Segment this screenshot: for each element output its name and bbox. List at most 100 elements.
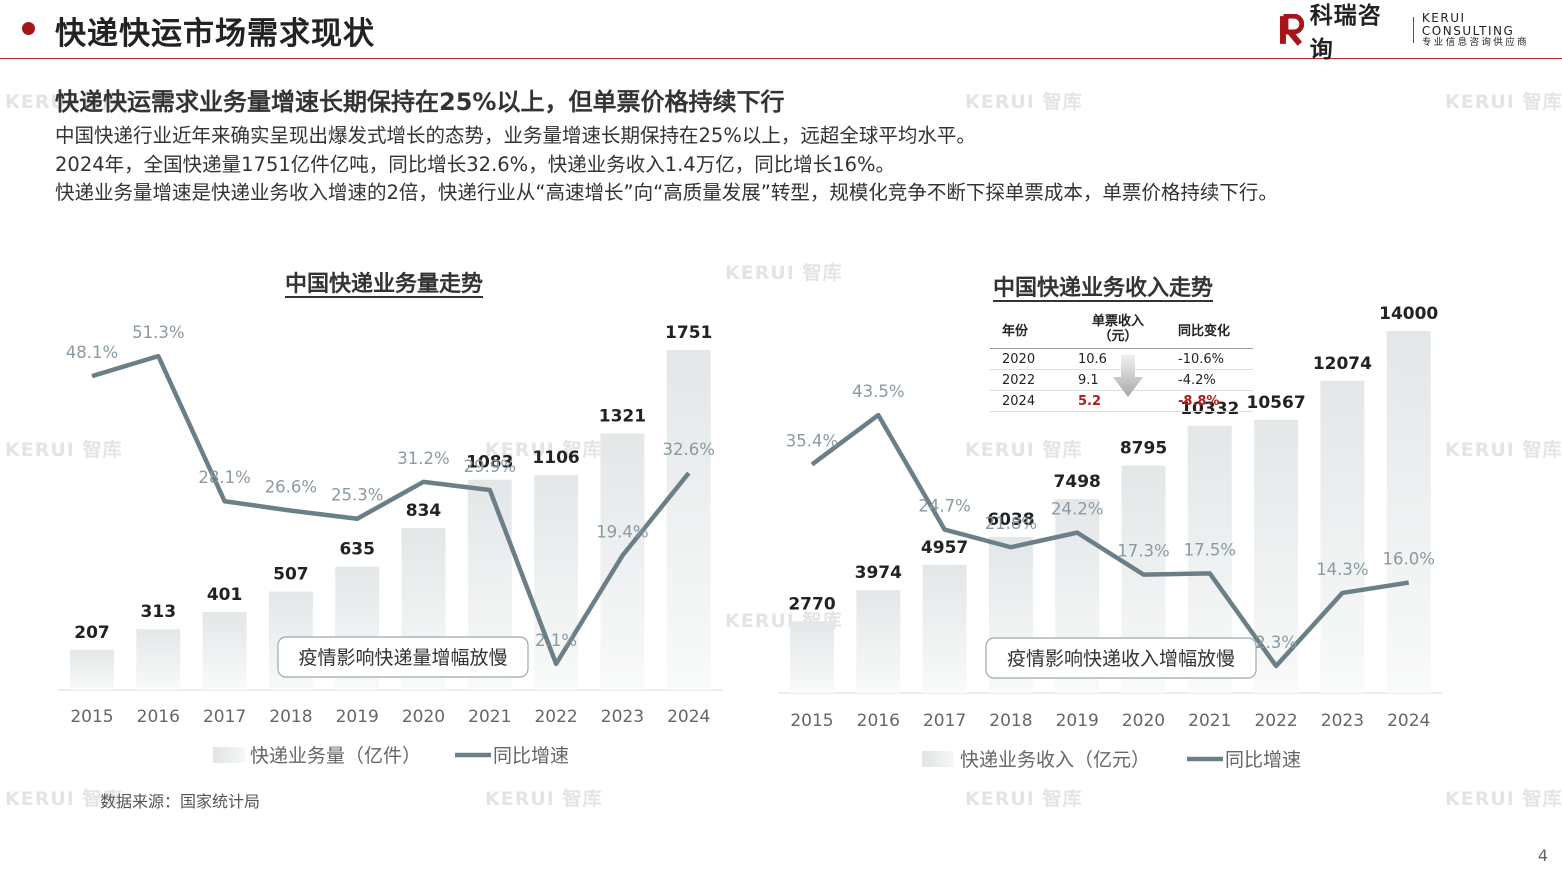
bar-value-label: 7498 xyxy=(1054,472,1101,492)
table-cell: 2020 xyxy=(1002,351,1036,367)
x-tick-label: 2017 xyxy=(203,707,246,727)
x-tick-label: 2022 xyxy=(1254,711,1297,731)
data-source: 数据来源：国家统计局 xyxy=(100,792,261,811)
logo-english: KERUI CONSULTING 专业信息咨询供应商 xyxy=(1422,12,1562,47)
table-cell: -4.2% xyxy=(1178,372,1216,388)
x-tick-label: 2018 xyxy=(989,711,1032,731)
x-tick-label: 2019 xyxy=(336,707,379,727)
bar xyxy=(666,350,711,690)
bar-value-label: 635 xyxy=(339,540,375,560)
x-tick-label: 2023 xyxy=(601,707,644,727)
bar xyxy=(534,475,579,690)
table-header-cell: 单票收入 （元） xyxy=(1091,314,1144,344)
growth-label: 32.6% xyxy=(662,440,714,459)
table-header-cell: 同比变化 xyxy=(1178,323,1231,339)
growth-label: 35.4% xyxy=(786,431,838,450)
bar-value-label: 14000 xyxy=(1379,304,1438,324)
growth-line xyxy=(810,412,1410,669)
growth-label: 31.2% xyxy=(397,449,449,468)
annotation-text: 疫情影响快递收入增幅放慢 xyxy=(1007,648,1235,670)
x-tick-label: 2020 xyxy=(1122,711,1165,731)
bar-value-label: 12074 xyxy=(1313,354,1372,374)
bar xyxy=(136,629,181,690)
bar-value-label: 6038 xyxy=(987,510,1034,530)
legend-line-label: 同比增速 xyxy=(493,745,569,767)
bar-value-label: 507 xyxy=(273,565,309,585)
bar-value-label: 834 xyxy=(406,501,442,521)
bar-value-label: 401 xyxy=(207,585,243,605)
body-line: 快递业务量增速是快递业务收入增速的2倍，快递行业从“高速增长”向“高质量发展”转… xyxy=(55,181,1278,204)
table-cell: -8.8% xyxy=(1178,393,1220,409)
down-arrow-icon xyxy=(1113,355,1143,397)
annotation-text: 疫情影响快递量增幅放慢 xyxy=(298,647,507,669)
legend-bar-swatch xyxy=(213,747,245,763)
x-tick-label: 2016 xyxy=(857,711,900,731)
legend-bar-label: 快递业务收入（亿元） xyxy=(960,749,1150,771)
growth-label: 24.7% xyxy=(918,497,970,516)
growth-label: 28.1% xyxy=(198,468,250,487)
bar-value-label: 1106 xyxy=(532,448,579,468)
x-tick-label: 2015 xyxy=(70,707,113,727)
table-row: 2022 9.1 -4.2% xyxy=(990,370,1253,391)
logo-chinese-name: 科瑞咨询 xyxy=(1309,3,1382,63)
x-tick-label: 2024 xyxy=(667,707,710,727)
bar xyxy=(600,433,645,690)
bar xyxy=(70,649,114,690)
growth-label: 16.0% xyxy=(1382,550,1434,569)
x-tick-label: 2015 xyxy=(790,711,833,731)
page-number: 4 xyxy=(1537,846,1548,865)
growth-label: 19.4% xyxy=(596,523,648,542)
bar-value-label: 313 xyxy=(141,602,177,622)
bar-value-label: 207 xyxy=(74,623,110,643)
growth-label: 17.5% xyxy=(1184,540,1236,559)
bar-value-label: 10567 xyxy=(1247,393,1306,413)
bar xyxy=(202,612,247,690)
title-bullet xyxy=(22,22,35,35)
bar xyxy=(1386,331,1431,693)
x-tick-label: 2016 xyxy=(137,707,180,727)
table-row: 2024 5.2 -8.8% xyxy=(990,391,1253,412)
company-logo: 科瑞咨询 KERUI CONSULTING 专业信息咨询供应商 xyxy=(1278,3,1562,63)
logo-separator xyxy=(1412,17,1414,43)
table-cell: 9.1 xyxy=(1078,372,1099,388)
header-divider xyxy=(0,58,1562,59)
legend-line-label: 同比增速 xyxy=(1225,749,1301,771)
x-tick-label: 2020 xyxy=(402,707,445,727)
chart-title-volume: 中国快递业务量走势 xyxy=(285,266,484,298)
body-line: 中国快递行业近年来确实呈现出爆发式增长的态势，业务量增速长期保持在25%以上，远… xyxy=(55,124,976,147)
section-subtitle: 快递快运需求业务量增速长期保持在25%以上，但单票价格持续下行 xyxy=(55,88,785,116)
body-line: 2024年，全国快递量1751亿件亿吨，同比增长32.6%，快递业务收入1.4万… xyxy=(55,152,896,176)
bar xyxy=(922,564,967,693)
x-tick-label: 2024 xyxy=(1387,711,1430,731)
bar-value-label: 8795 xyxy=(1120,439,1167,459)
growth-label: 24.2% xyxy=(1051,500,1103,519)
x-tick-label: 2018 xyxy=(269,707,312,727)
growth-label: 51.3% xyxy=(132,323,184,342)
bar-value-label: 10332 xyxy=(1180,399,1239,419)
x-tick-label: 2017 xyxy=(923,711,966,731)
growth-label: 48.1% xyxy=(66,343,118,362)
page-title: 快递快运市场需求现状 xyxy=(55,16,375,52)
growth-label: 2.3% xyxy=(1255,633,1297,652)
bar-value-label: 2770 xyxy=(788,594,835,614)
chart-title-revenue: 中国快递业务收入走势 xyxy=(920,265,1287,308)
bar-value-label: 3974 xyxy=(855,563,902,583)
table-cell: 2022 xyxy=(1002,372,1036,388)
growth-label: 26.6% xyxy=(265,478,317,497)
bar xyxy=(1320,380,1365,693)
growth-label: 29.9% xyxy=(464,457,516,476)
x-tick-label: 2021 xyxy=(468,707,511,727)
legend-bar-swatch xyxy=(922,751,954,767)
logo-tagline: 专业信息咨询供应商 xyxy=(1421,36,1530,48)
table-header-cell: 年份 xyxy=(1002,323,1029,339)
growth-label: 43.5% xyxy=(852,382,904,401)
kerui-logo-icon xyxy=(1279,14,1304,46)
bar xyxy=(856,590,901,693)
bar xyxy=(790,621,834,693)
growth-label: 14.3% xyxy=(1316,560,1368,579)
growth-label: 21.8% xyxy=(985,514,1037,533)
body-paragraph: 中国快递行业近年来确实呈现出爆发式增长的态势，业务量增速长期保持在25%以上，远… xyxy=(55,122,1278,208)
x-tick-label: 2019 xyxy=(1056,711,1099,731)
growth-label: 25.3% xyxy=(331,486,383,505)
